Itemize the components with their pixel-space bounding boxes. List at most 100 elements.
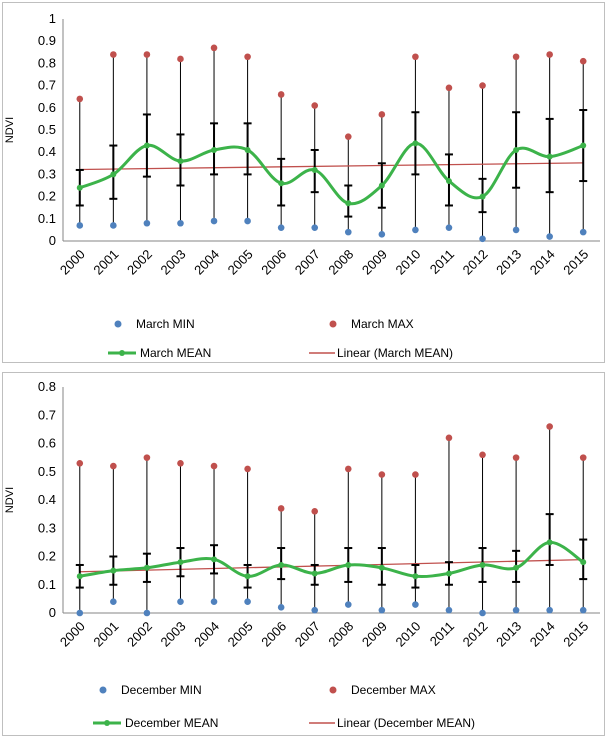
min-point bbox=[412, 226, 419, 234]
y-tick-label: 0.5 bbox=[38, 122, 56, 137]
x-tick-label: 2004 bbox=[191, 619, 222, 650]
x-tick-label: 2000 bbox=[57, 619, 88, 650]
x-tick-label: 2015 bbox=[560, 247, 591, 278]
x-tick-label: 2002 bbox=[124, 247, 155, 278]
mean-point bbox=[513, 564, 520, 571]
mean-point bbox=[546, 539, 553, 546]
x-tick-label: 2002 bbox=[124, 619, 155, 650]
y-tick-label: 1 bbox=[49, 11, 56, 26]
min-point bbox=[210, 598, 218, 605]
x-tick-label: 2006 bbox=[258, 619, 289, 650]
mean-point bbox=[378, 564, 385, 571]
x-tick-label: 2009 bbox=[359, 619, 390, 650]
mean-point bbox=[479, 193, 486, 200]
min-point bbox=[479, 235, 486, 243]
max-point bbox=[177, 459, 184, 467]
max-point bbox=[277, 91, 285, 98]
max-point bbox=[378, 111, 386, 118]
y-tick-label: 0.6 bbox=[38, 436, 56, 451]
mean-point bbox=[345, 200, 352, 207]
legend-mean-marker bbox=[104, 720, 110, 726]
y-tick-label: 0.2 bbox=[38, 189, 56, 204]
mean-point bbox=[546, 153, 553, 160]
legend-trend-label: Linear (December MEAN) bbox=[337, 716, 475, 730]
min-point bbox=[445, 606, 453, 614]
mean-point bbox=[580, 142, 587, 149]
legend-max-label: March MAX bbox=[351, 317, 414, 331]
y-tick-label: 0.3 bbox=[38, 166, 56, 181]
max-point bbox=[110, 462, 117, 470]
legend-mean-label: December MEAN bbox=[125, 716, 218, 730]
december-chart-panel: 0 0.1 0.2 0.3 0.4 0.5 0.6 0.7 0.8 NDVI 2000 2001 200… bbox=[2, 372, 605, 736]
min-point bbox=[378, 231, 386, 238]
linear-trend-line bbox=[79, 162, 584, 171]
max-point bbox=[344, 465, 352, 473]
min-point bbox=[512, 606, 520, 614]
legend-min-marker bbox=[114, 320, 122, 328]
mean-point bbox=[278, 180, 285, 187]
min-point bbox=[479, 609, 486, 617]
min-point bbox=[177, 219, 184, 227]
x-tick-label: 2003 bbox=[158, 619, 189, 650]
x-tick-label: 2011 bbox=[427, 247, 457, 277]
mean-point bbox=[580, 559, 587, 566]
mean-point bbox=[143, 564, 150, 571]
mean-point bbox=[110, 567, 117, 574]
max-point bbox=[210, 44, 218, 52]
mean-point bbox=[244, 146, 251, 153]
mean-point bbox=[311, 166, 318, 173]
mean-point bbox=[211, 556, 218, 563]
x-tick-label: 2004 bbox=[191, 247, 222, 278]
y-axis-title: NDVI bbox=[4, 487, 16, 513]
max-point bbox=[512, 454, 520, 461]
mean-point bbox=[378, 182, 385, 189]
y-tick-label: 0.1 bbox=[38, 577, 56, 592]
min-point bbox=[244, 217, 251, 225]
legend-max-marker bbox=[329, 686, 337, 694]
min-point bbox=[76, 222, 84, 229]
max-point bbox=[445, 84, 453, 92]
max-point bbox=[110, 51, 117, 58]
x-tick-label: 2005 bbox=[225, 619, 256, 650]
max-point bbox=[512, 53, 520, 61]
y-tick-label: 0.8 bbox=[38, 379, 56, 394]
x-tick-label: 2000 bbox=[57, 247, 88, 278]
max-point bbox=[210, 462, 218, 470]
min-point bbox=[110, 598, 117, 605]
mean-point bbox=[244, 573, 251, 580]
legend-max-marker bbox=[329, 320, 337, 328]
x-tick-label: 2011 bbox=[427, 619, 457, 649]
mean-point bbox=[445, 570, 452, 577]
y-tick-label: 0.3 bbox=[38, 520, 56, 535]
x-tick-label: 2014 bbox=[527, 619, 558, 650]
min-point bbox=[344, 228, 352, 236]
x-tick-label: 2014 bbox=[527, 247, 558, 278]
max-point bbox=[311, 508, 319, 515]
min-point bbox=[110, 222, 117, 229]
mean-point bbox=[177, 158, 184, 165]
x-tick-label: 2001 bbox=[90, 247, 121, 278]
max-point bbox=[277, 505, 285, 512]
y-tick-label: 0.2 bbox=[38, 549, 56, 564]
legend-min-label: March MIN bbox=[136, 317, 195, 331]
x-tick-label: 2012 bbox=[460, 619, 491, 650]
x-tick-label: 2008 bbox=[325, 619, 356, 650]
mean-point bbox=[278, 561, 285, 568]
y-tick-label: 0.4 bbox=[38, 492, 56, 507]
min-point bbox=[277, 604, 285, 611]
max-point bbox=[579, 454, 587, 461]
x-tick-label: 2013 bbox=[493, 247, 524, 278]
legend-min-marker bbox=[99, 686, 107, 694]
y-tick-label: 0.8 bbox=[38, 55, 56, 70]
min-point bbox=[76, 609, 84, 617]
max-point bbox=[579, 57, 587, 65]
max-point bbox=[445, 434, 453, 442]
mean-point bbox=[143, 142, 150, 149]
max-point bbox=[143, 454, 151, 461]
mean-point bbox=[110, 171, 117, 178]
max-point bbox=[546, 423, 553, 430]
y-tick-label: 0.5 bbox=[38, 464, 56, 479]
max-point bbox=[177, 55, 184, 63]
legend-trend-label: Linear (March MEAN) bbox=[337, 346, 453, 360]
